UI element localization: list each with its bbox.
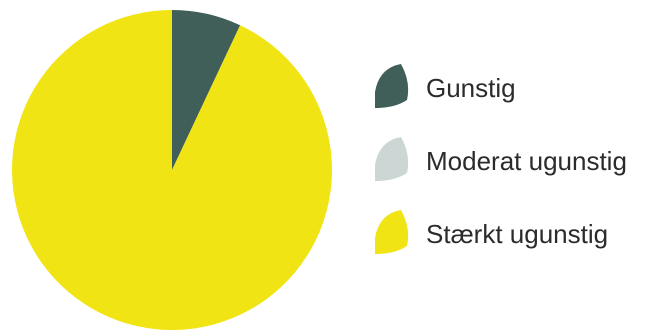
pie-slice-gunstig [172,10,241,170]
legend: Gunstig Moderat ugunstig Stærkt ugunstig [375,64,627,254]
legend-swatch-gunstig [375,64,409,108]
legend-swatch-stærkt-ugunstig [375,210,409,254]
legend-label-stærkt-ugunstig: Stærkt ugunstig [426,219,608,249]
pie-slices [12,10,332,330]
legend-label-gunstig: Gunstig [426,73,516,103]
legend-swatch-moderat-ugunstig [375,137,409,181]
legend-label-moderat-ugunstig: Moderat ugunstig [426,146,627,176]
pie-slice-stærkt-ugunstig [12,10,332,330]
